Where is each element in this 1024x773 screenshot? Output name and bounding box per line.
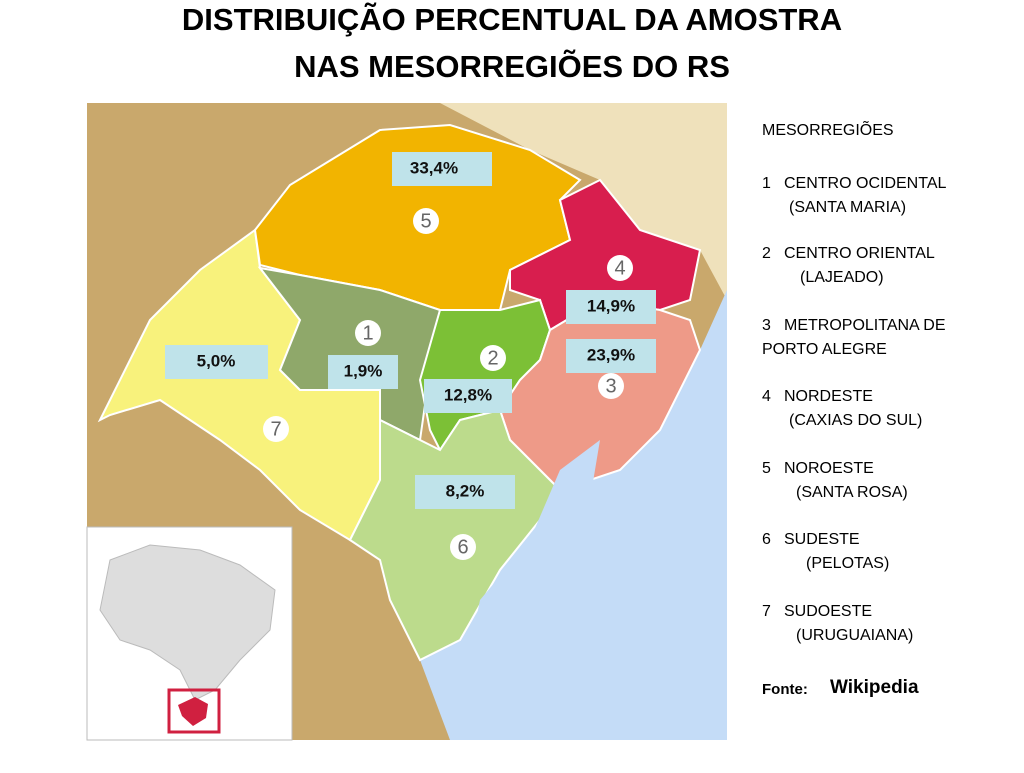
legend-heading: MESORREGIÕES (762, 119, 894, 139)
lagoon (470, 440, 600, 650)
legend-city: (CAXIAS DO SUL) (789, 412, 922, 429)
legend-city: PORTO ALEGRE (762, 341, 887, 358)
share-label: 23,9% (587, 345, 635, 364)
legend-name: METROPOLITANA DE (784, 317, 946, 334)
map: 1 2 3 4 5 6 7 1,9% 12,8% 23,9% 14,9% 33,… (86, 103, 727, 741)
legend-name: SUDESTE (784, 531, 860, 548)
legend-number: 6 (762, 531, 771, 548)
region-number: 6 (457, 536, 468, 558)
share-label: 33,4% (410, 158, 458, 177)
label-box (415, 475, 515, 509)
rs-shape (178, 697, 208, 726)
number-badge (598, 373, 624, 399)
legend-city: (PELOTAS) (806, 555, 889, 572)
label-box (566, 290, 656, 324)
label-box (392, 152, 492, 186)
share-label: 1,9% (344, 361, 383, 380)
number-badge (607, 255, 633, 281)
inset-highlight (167, 688, 221, 734)
region-number: 3 (605, 375, 616, 397)
brazil-shape (99, 544, 276, 701)
label-box (424, 379, 512, 413)
neighbor-area (440, 103, 727, 300)
share-label: 12,8% (444, 385, 492, 404)
region-number: 4 (614, 257, 625, 279)
source-label: Fonte: (762, 681, 808, 698)
legend-city: (SANTA MARIA) (789, 199, 906, 216)
label-box (566, 339, 656, 373)
legend-number: 3 (762, 317, 771, 334)
number-badge (355, 320, 381, 346)
region-number: 2 (487, 347, 498, 369)
source-name: Wikipedia (830, 677, 919, 698)
label-box (328, 355, 398, 389)
legend-number: 1 (762, 175, 771, 192)
number-badge (263, 416, 289, 442)
legend-city: (URUGUAIANA) (796, 627, 913, 644)
title-line: DISTRIBUIÇÃO PERCENTUAL DA AMOSTRA (182, 2, 842, 37)
number-badge (450, 534, 476, 560)
legend-name: CENTRO ORIENTAL (784, 245, 935, 262)
share-labels: 1,9% 12,8% 23,9% 14,9% 33,4% 8,2% 5,0% (165, 152, 656, 509)
share-label: 8,2% (446, 481, 485, 500)
legend-name: SUDOESTE (784, 603, 872, 620)
share-label: 5,0% (197, 351, 236, 370)
share-label: 14,9% (587, 296, 635, 315)
number-badge (480, 345, 506, 371)
legend-city: (SANTA ROSA) (796, 484, 908, 501)
legend-number: 4 (762, 388, 771, 405)
legend-city: (LAJEADO) (800, 269, 884, 286)
legend-name: CENTRO OCIDENTAL (784, 175, 946, 192)
legend-name: NORDESTE (784, 388, 873, 405)
legend: MESORREGIÕES 1 CENTRO OCIDENTAL (SANTA M… (762, 119, 946, 698)
region-number: 7 (270, 418, 281, 440)
region-number: 1 (362, 322, 373, 344)
legend-number: 7 (762, 603, 771, 620)
number-badge (413, 208, 439, 234)
region-numbers: 1 2 3 4 5 6 7 (263, 208, 633, 560)
title-line: NAS MESORREGIÕES DO RS (294, 48, 730, 84)
legend-number: 2 (762, 245, 771, 262)
legend-name: NOROESTE (784, 460, 874, 477)
label-box (165, 345, 268, 379)
inset-map (86, 526, 293, 741)
legend-number: 5 (762, 460, 771, 477)
region-number: 5 (420, 210, 431, 232)
